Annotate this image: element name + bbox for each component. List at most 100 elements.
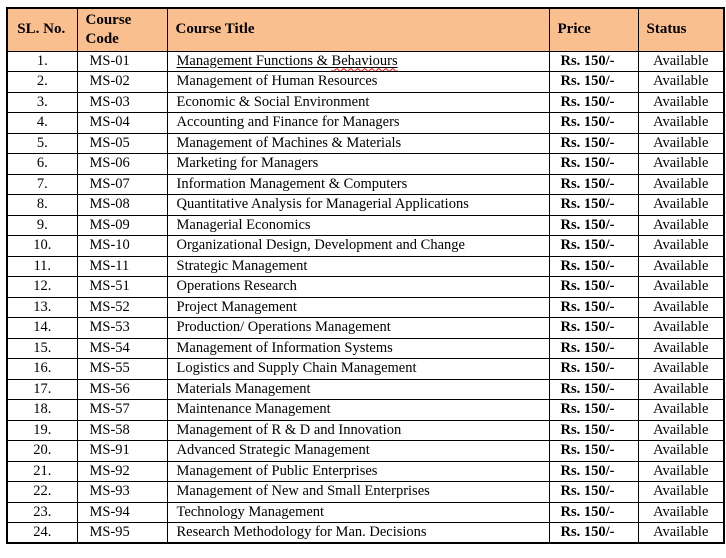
course-title-cell: Organizational Design, Development and C… — [166, 235, 550, 257]
price-cell: Rs. 150/- — [548, 440, 639, 462]
price-cell: Rs. 150/- — [548, 255, 639, 277]
course-title-cell: Management of New and Small Enterprises — [166, 481, 550, 503]
status-cell: Available — [637, 337, 725, 359]
row-number-cell: 17. — [6, 378, 78, 400]
course-title-cell: Management of Information Systems — [166, 337, 550, 359]
table-row: 21. MS-92 Management of Public Enterprises… — [6, 460, 725, 482]
table-body: 1. MS-01 Management Functions & Behaviours… — [6, 50, 725, 544]
price-cell: Rs. 150/- — [548, 481, 639, 503]
course-title-cell: Project Management — [166, 296, 550, 318]
course-code-cell: MS-11 — [76, 255, 168, 277]
row-number-cell: 5. — [6, 132, 78, 154]
row-number-cell: 13. — [6, 296, 78, 318]
course-code-cell: MS-92 — [76, 460, 168, 482]
row-number-cell: 7. — [6, 173, 78, 195]
row-number-cell: 19. — [6, 419, 78, 441]
course-title-cell: Production/ Operations Management — [166, 317, 550, 339]
table-row: 11. MS-11 Strategic Management Rs. 150/- Ava… — [6, 255, 725, 277]
status-cell: Available — [637, 522, 725, 544]
table-row: 9. MS-09 Managerial Economics Rs. 150/- Avai… — [6, 214, 725, 236]
row-number-cell: 21. — [6, 460, 78, 482]
row-number-cell: 16. — [6, 358, 78, 380]
status-cell: Available — [637, 132, 725, 154]
table-row: 1. MS-01 Management Functions & Behaviours… — [6, 50, 725, 72]
price-cell: Rs. 150/- — [548, 501, 639, 523]
spellcheck-underlined-word: Behaviours — [331, 52, 398, 69]
status-cell: Available — [637, 296, 725, 318]
course-code-cell: MS-06 — [76, 153, 168, 175]
table-row: 20. MS-91 Advanced Strategic Management Rs.… — [6, 440, 725, 462]
header-price: Price — [548, 7, 639, 52]
course-title-cell: Management Functions & Behaviours — [166, 50, 550, 72]
price-cell: Rs. 150/- — [548, 235, 639, 257]
row-number-cell: 24. — [6, 522, 78, 544]
header-row: SL. No. Course Code Course Title Price S… — [6, 7, 725, 52]
table-row: 19. MS-58 Management of R & D and Innovati… — [6, 419, 725, 441]
row-number-cell: 15. — [6, 337, 78, 359]
course-title-cell: Logistics and Supply Chain Management — [166, 358, 550, 380]
status-cell: Available — [637, 378, 725, 400]
table-row: 5. MS-05 Management of Machines & Material… — [6, 132, 725, 154]
course-code-cell: MS-95 — [76, 522, 168, 544]
course-code-cell: MS-09 — [76, 214, 168, 236]
table-row: 7. MS-07 Information Management & Computer… — [6, 173, 725, 195]
course-code-cell: MS-02 — [76, 71, 168, 93]
course-title-cell: Accounting and Finance for Managers — [166, 112, 550, 134]
course-title-cell: Quantitative Analysis for Managerial App… — [166, 194, 550, 216]
price-cell: Rs. 150/- — [548, 460, 639, 482]
row-number-cell: 2. — [6, 71, 78, 93]
course-title-cell: Technology Management — [166, 501, 550, 523]
table-row: 15. MS-54 Management of Information System… — [6, 337, 725, 359]
course-title-cell: Economic & Social Environment — [166, 91, 550, 113]
course-code-cell: MS-93 — [76, 481, 168, 503]
table-row: 8. MS-08 Quantitative Analysis for Manager… — [6, 194, 725, 216]
table-row: 18. MS-57 Maintenance Management Rs. 150/- A… — [6, 399, 725, 421]
row-number-cell: 14. — [6, 317, 78, 339]
course-title-cell: Management of R & D and Innovation — [166, 419, 550, 441]
table-row: 16. MS-55 Logistics and Supply Chain Manag… — [6, 358, 725, 380]
row-number-cell: 3. — [6, 91, 78, 113]
price-cell: Rs. 150/- — [548, 214, 639, 236]
course-code-cell: MS-08 — [76, 194, 168, 216]
table-row: 4. MS-04 Accounting and Finance for Manage… — [6, 112, 725, 134]
course-title-cell: Research Methodology for Man. Decisions — [166, 522, 550, 544]
price-cell: Rs. 150/- — [548, 194, 639, 216]
table-row: 10. MS-10 Organizational Design, Developme… — [6, 235, 725, 257]
row-number-cell: 12. — [6, 276, 78, 298]
price-cell: Rs. 150/- — [548, 153, 639, 175]
course-title-cell: Management of Public Enterprises — [166, 460, 550, 482]
status-cell: Available — [637, 481, 725, 503]
course-code-cell: MS-91 — [76, 440, 168, 462]
price-cell: Rs. 150/- — [548, 358, 639, 380]
table-row: 2. MS-02 Management of Human Resources Rs. … — [6, 71, 725, 93]
course-title-cell: Advanced Strategic Management — [166, 440, 550, 462]
price-cell: Rs. 150/- — [548, 173, 639, 195]
price-cell: Rs. 150/- — [548, 132, 639, 154]
table-row: 3. MS-03 Economic & Social Environment Rs. … — [6, 91, 725, 113]
course-code-cell: MS-10 — [76, 235, 168, 257]
course-title-cell: Management of Human Resources — [166, 71, 550, 93]
course-title-cell: Information Management & Computers — [166, 173, 550, 195]
course-code-cell: MS-04 — [76, 112, 168, 134]
row-number-cell: 23. — [6, 501, 78, 523]
course-title-cell: Managerial Economics — [166, 214, 550, 236]
row-number-cell: 18. — [6, 399, 78, 421]
table-row: 13. MS-52 Project Management Rs. 150/- Avail… — [6, 296, 725, 318]
price-cell: Rs. 150/- — [548, 112, 639, 134]
status-cell: Available — [637, 419, 725, 441]
row-number-cell: 22. — [6, 481, 78, 503]
header-course-title: Course Title — [166, 7, 550, 52]
price-cell: Rs. 150/- — [548, 71, 639, 93]
row-number-cell: 11. — [6, 255, 78, 277]
row-number-cell: 4. — [6, 112, 78, 134]
course-code-cell: MS-94 — [76, 501, 168, 523]
table-row: 12. MS-51 Operations Research Rs. 150/- Avai… — [6, 276, 725, 298]
status-cell: Available — [637, 358, 725, 380]
header-course-code: Course Code — [76, 7, 168, 52]
row-number-cell: 9. — [6, 214, 78, 236]
course-code-cell: MS-07 — [76, 173, 168, 195]
price-cell: Rs. 150/- — [548, 276, 639, 298]
header-sl-no: SL. No. — [6, 7, 78, 52]
status-cell: Available — [637, 501, 725, 523]
price-cell: Rs. 150/- — [548, 522, 639, 544]
